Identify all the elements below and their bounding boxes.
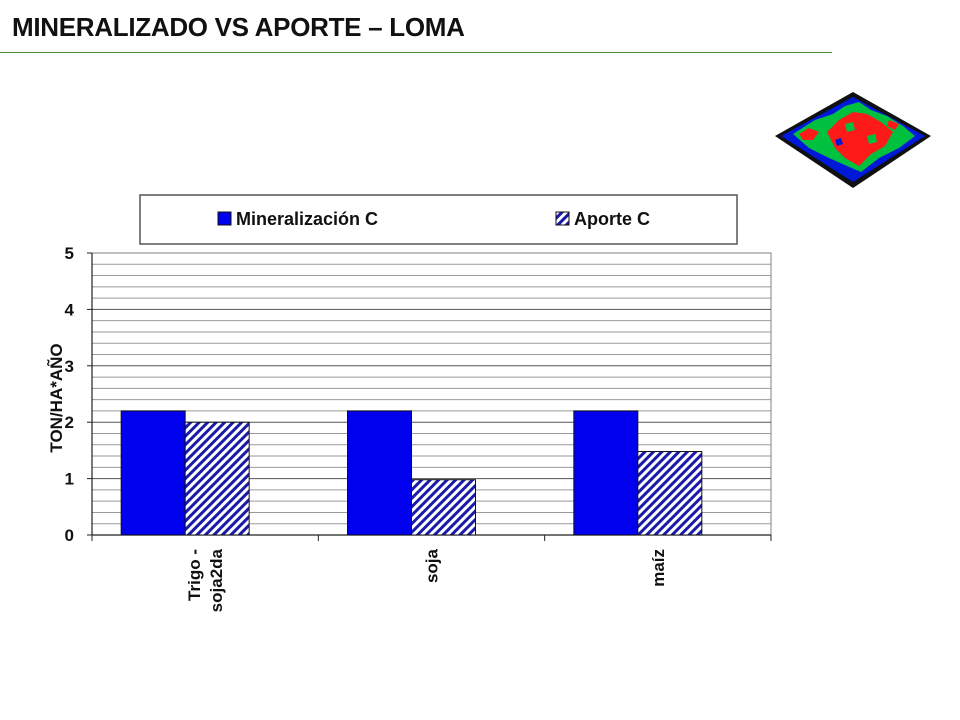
page-title: MINERALIZADO VS APORTE – LOMA (12, 12, 465, 42)
bar-mineralizacion (347, 410, 412, 536)
legend-label: Mineralización C (236, 209, 378, 229)
legend-label: Aporte C (574, 209, 650, 229)
y-tick-label: 1 (65, 470, 74, 489)
terrain-map-icon (775, 92, 931, 188)
legend-box (139, 194, 738, 245)
y-tick-label: 5 (65, 244, 74, 263)
legend-swatch (555, 211, 570, 226)
x-tick-label: soja2da (207, 548, 226, 612)
x-tick-label: soja (423, 548, 442, 583)
y-tick-label: 4 (65, 300, 75, 319)
bar-aporte (637, 451, 703, 536)
y-tick-label: 0 (65, 526, 74, 545)
y-axis-label: TON/HA*AÑO (46, 343, 66, 452)
x-tick-label: maíz (649, 549, 668, 587)
legend-swatch (217, 211, 232, 226)
bar-aporte (184, 421, 250, 536)
bar-mineralizacion (120, 410, 186, 536)
y-tick-label: 3 (65, 357, 74, 376)
x-tick-label: Trigo - (185, 549, 204, 601)
y-tick-label: 2 (65, 413, 74, 432)
title-divider (0, 52, 832, 53)
bar-aporte (411, 479, 476, 536)
bar-mineralizacion (573, 410, 639, 536)
